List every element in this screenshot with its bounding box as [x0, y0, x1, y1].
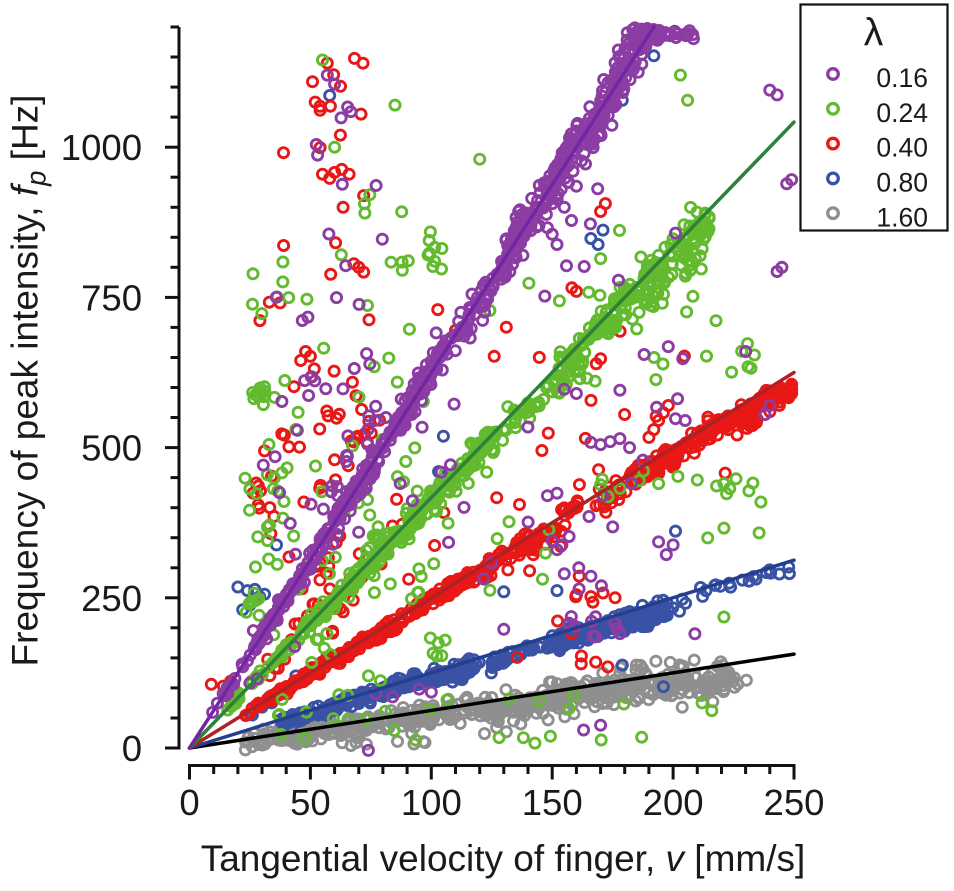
svg-text:0.16: 0.16: [876, 63, 928, 93]
svg-text:Frequency of peak intensity, f: Frequency of peak intensity, fp [Hz]: [5, 95, 52, 667]
svg-text:750: 750: [81, 277, 142, 318]
svg-text:0.80: 0.80: [876, 168, 928, 198]
svg-text:50: 50: [290, 782, 331, 823]
svg-text:0.40: 0.40: [876, 133, 928, 163]
svg-text:1000: 1000: [61, 127, 142, 168]
svg-text:250: 250: [764, 782, 825, 823]
svg-text:0: 0: [179, 782, 199, 823]
svg-text:Tangential velocity of finger,: Tangential velocity of finger, v [mm/s]: [201, 838, 806, 879]
svg-text:150: 150: [522, 782, 583, 823]
svg-text:100: 100: [401, 782, 462, 823]
svg-text:0.24: 0.24: [876, 98, 928, 128]
svg-text:500: 500: [81, 428, 142, 469]
svg-text:1.60: 1.60: [876, 202, 928, 232]
svg-text:200: 200: [643, 782, 704, 823]
svg-text:0: 0: [122, 728, 142, 769]
svg-text:250: 250: [81, 578, 142, 619]
svg-text:λ: λ: [864, 12, 884, 55]
